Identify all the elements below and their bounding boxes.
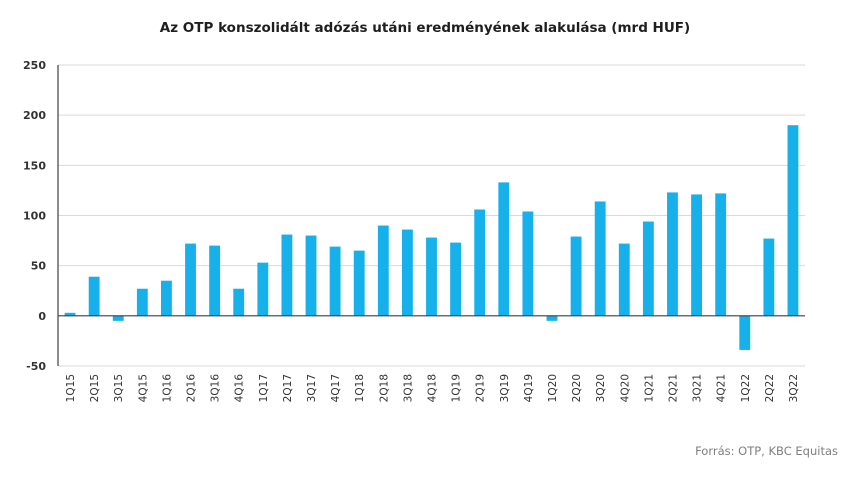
- bar-4Q19: [522, 211, 534, 316]
- bar-4Q16: [233, 288, 245, 316]
- bar-3Q18: [401, 229, 413, 316]
- x-tick-label: 2Q22: [764, 374, 776, 402]
- bar-2Q22: [763, 238, 775, 316]
- bar-3Q20: [594, 201, 606, 316]
- bar-3Q21: [691, 194, 702, 316]
- y-tick-label: 50: [31, 260, 47, 273]
- x-tick-label: 2Q18: [378, 374, 390, 402]
- x-tick-label: 4Q16: [234, 374, 246, 403]
- x-tick-label: 3Q17: [306, 374, 318, 402]
- x-tick-label: 3Q22: [788, 374, 800, 402]
- bar-2Q17: [281, 234, 293, 316]
- x-tick-label: 2Q20: [571, 374, 583, 402]
- bar-series: [64, 125, 799, 350]
- x-tick-label: 1Q22: [740, 374, 752, 402]
- y-tick-label: 150: [23, 159, 46, 172]
- bar-1Q22: [739, 315, 751, 350]
- x-tick-label: 2Q15: [89, 374, 101, 402]
- x-tick-label: 2Q17: [282, 374, 294, 402]
- x-tick-label: 1Q19: [451, 374, 463, 402]
- x-tick-label: 4Q18: [427, 374, 439, 402]
- x-tick-label: 1Q15: [65, 374, 77, 402]
- bar-3Q15: [112, 315, 124, 321]
- bar-2Q16: [185, 243, 196, 316]
- x-tick-label: 1Q16: [161, 374, 173, 403]
- y-tick-label: 250: [23, 59, 46, 72]
- x-tick-label: 4Q15: [137, 374, 149, 402]
- source-note: Forrás: OTP, KBC Equitas: [695, 444, 838, 458]
- x-tick-label: 2Q21: [667, 374, 679, 402]
- bar-2Q15: [88, 276, 100, 316]
- bar-3Q22: [787, 125, 799, 316]
- x-tick-label: 3Q19: [499, 374, 511, 402]
- x-tick-label: 3Q15: [113, 374, 125, 402]
- bar-1Q17: [257, 262, 269, 316]
- x-tick-label: 2Q19: [475, 374, 487, 402]
- bar-4Q20: [618, 243, 630, 316]
- x-tick-label: 1Q18: [354, 374, 366, 402]
- x-tick-labels: 1Q15 2Q15 3Q15 4Q15 1Q16 2Q16 3Q16 4Q16 1Q17 2Q17…: [65, 374, 800, 403]
- x-tick-label: 1Q21: [643, 374, 655, 402]
- bar-1Q21: [642, 221, 654, 316]
- x-tick-label: 1Q20: [547, 374, 559, 402]
- bar-3Q17: [305, 235, 317, 316]
- bar-1Q20: [546, 315, 558, 321]
- y-tick-label: 100: [23, 210, 46, 223]
- x-tick-label: 3Q20: [595, 374, 607, 402]
- bar-1Q19: [450, 242, 462, 316]
- x-tick-label: 3Q18: [402, 374, 414, 402]
- bar-2Q21: [667, 192, 678, 316]
- x-tick-label: 4Q20: [619, 374, 631, 402]
- x-tick-label: 4Q19: [523, 374, 535, 402]
- y-tick-label: 200: [23, 109, 46, 122]
- bar-4Q21: [715, 193, 727, 316]
- axes: [57, 65, 805, 366]
- x-tick-label: 3Q16: [210, 374, 222, 403]
- y-tick-label: -50: [26, 360, 46, 373]
- bar-3Q16: [209, 245, 221, 316]
- bar-3Q19: [498, 182, 510, 316]
- x-tick-label: 2Q16: [186, 374, 198, 403]
- chart-title: Az OTP konszolidált adózás utáni eredmén…: [159, 20, 691, 36]
- bar-2Q19: [474, 209, 486, 316]
- bar-1Q16: [161, 280, 172, 316]
- bar-4Q17: [329, 246, 341, 316]
- x-tick-label: 3Q21: [692, 374, 704, 402]
- x-tick-label: 4Q21: [716, 374, 728, 402]
- bar-2Q18: [377, 225, 389, 316]
- x-tick-label: 1Q17: [258, 374, 270, 402]
- x-tick-label: 4Q17: [330, 374, 342, 402]
- y-tick-labels: 250 200 150 100 50 0 -50: [23, 59, 46, 373]
- y-tick-label: 0: [38, 310, 46, 323]
- bar-1Q18: [353, 250, 365, 316]
- bar-1Q15: [64, 312, 76, 316]
- bar-4Q15: [136, 288, 148, 316]
- bar-4Q18: [426, 237, 437, 316]
- bar-2Q20: [570, 236, 582, 316]
